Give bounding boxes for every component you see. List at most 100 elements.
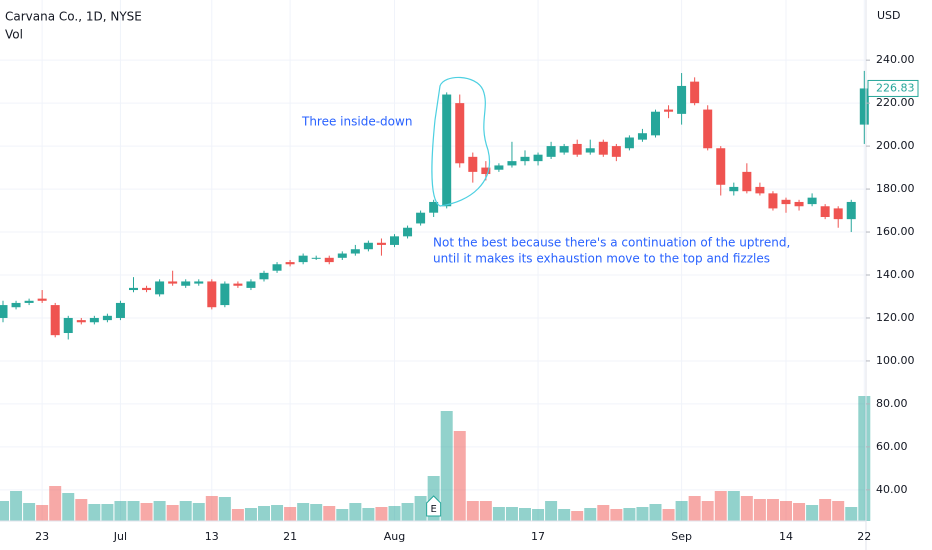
y-tick-label: 220.00 [876, 96, 915, 109]
x-tick-label: 21 [283, 530, 297, 543]
candle-body [272, 264, 282, 271]
candle-body [820, 206, 830, 217]
currency-label: USD [877, 9, 901, 22]
volume-bar [832, 501, 845, 521]
volume-bar [584, 508, 597, 521]
volume-bar [375, 507, 388, 521]
y-tick-label: 240.00 [876, 53, 915, 66]
candle-body [729, 186, 739, 192]
volume-bar [323, 506, 336, 521]
volume-bar [675, 501, 688, 521]
volume-bar [688, 496, 701, 521]
volume-bar [192, 503, 205, 521]
chart-title: Carvana Co., 1D, NYSE [5, 10, 142, 24]
candle-body [115, 302, 125, 318]
candle-body [233, 283, 243, 286]
volume-bar [466, 501, 479, 521]
candle-body [37, 298, 47, 301]
volume-bar [388, 506, 401, 521]
axes: 240.00 220.00 200.00 180.00 160.00 140.00 120.… [35, 53, 919, 543]
volume-bar [258, 506, 270, 521]
candle-body [220, 283, 230, 306]
candle-body [507, 161, 517, 166]
volume-bar [23, 503, 36, 521]
x-tick-label: 22 [857, 530, 871, 543]
candle-body [768, 193, 778, 209]
volume-bar [297, 503, 310, 521]
earnings-label: E [430, 504, 436, 515]
volume-bar [231, 509, 244, 521]
candle-body [651, 111, 660, 136]
candle-body [376, 242, 386, 245]
candles: E [0, 70, 869, 517]
volume-bar [714, 491, 727, 521]
volume-bar [793, 503, 806, 521]
volume-bar [558, 509, 571, 521]
x-tick-label: Sep [671, 530, 692, 543]
candle-body [833, 208, 843, 220]
candle-body [611, 146, 621, 157]
volume-bar [49, 486, 62, 521]
candle-body [429, 201, 439, 213]
candle-body [546, 146, 556, 157]
candle-body [142, 287, 152, 291]
y-tick-label: 60.00 [876, 440, 908, 453]
volume-bar [310, 504, 323, 521]
candle-body [690, 81, 700, 104]
volume-bar [362, 508, 375, 521]
candle-body [807, 197, 817, 205]
volume-bar [166, 505, 179, 521]
volume-bar [205, 496, 218, 521]
y-tick-label: 200.00 [876, 139, 915, 152]
x-tick-label: 13 [205, 530, 219, 543]
candle-body [311, 257, 321, 259]
volume-bar [636, 507, 649, 521]
volume-bar [349, 503, 362, 521]
candle-body [181, 281, 191, 286]
volume-bar [401, 503, 414, 521]
volume-bar [414, 496, 427, 521]
last-price-label: 226.83 [876, 81, 915, 94]
volume-bar [623, 508, 636, 521]
y-tick-label: 80.00 [876, 397, 908, 410]
x-tick-label: Aug [384, 530, 405, 543]
candle-body [324, 257, 334, 263]
volume-bar [0, 501, 9, 521]
pattern-annotation: Three inside-down [301, 115, 412, 129]
candle-body [677, 85, 687, 114]
candle-body [624, 137, 634, 149]
volume-bar [244, 508, 257, 521]
candle-body [585, 148, 595, 153]
y-tick-label: 140.00 [876, 268, 915, 281]
candle-body [559, 146, 569, 153]
candle-body [285, 262, 295, 265]
volume-bar [440, 411, 453, 521]
volume-bar [610, 509, 623, 521]
earnings-marker [426, 495, 442, 517]
volume-bar [845, 507, 858, 521]
candle-body [742, 171, 752, 192]
candle-body [598, 141, 608, 155]
candle-body [337, 253, 347, 258]
volume-bar [649, 504, 662, 521]
candle-body [50, 305, 60, 336]
candle-body [703, 109, 713, 149]
candle-body [194, 281, 204, 284]
candle-body [390, 236, 399, 245]
y-tick-label: 40.00 [876, 483, 908, 496]
volume-bar [127, 501, 140, 521]
candle-body [298, 255, 308, 263]
volume-bar [819, 499, 832, 521]
candle-body [494, 165, 504, 170]
candle-body [11, 302, 21, 308]
candle-body [755, 186, 765, 194]
pattern-outline [431, 76, 491, 207]
y-tick-label: 120.00 [876, 311, 915, 324]
volume-bar [218, 497, 231, 521]
volume-bar [727, 491, 740, 521]
candle-body [168, 281, 178, 284]
last-price-box [867, 79, 919, 97]
candle-body [572, 143, 582, 155]
x-tick-label: 17 [531, 530, 545, 543]
